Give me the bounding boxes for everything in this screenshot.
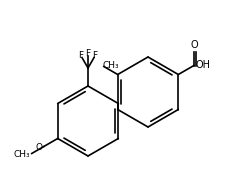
Text: O: O: [35, 143, 42, 152]
Text: CH₃: CH₃: [102, 61, 119, 70]
Text: OH: OH: [196, 60, 211, 69]
Text: CH₃: CH₃: [13, 150, 30, 159]
Text: F: F: [92, 51, 98, 60]
Text: O: O: [190, 40, 198, 49]
Text: F: F: [86, 49, 90, 59]
Text: F: F: [78, 51, 84, 60]
